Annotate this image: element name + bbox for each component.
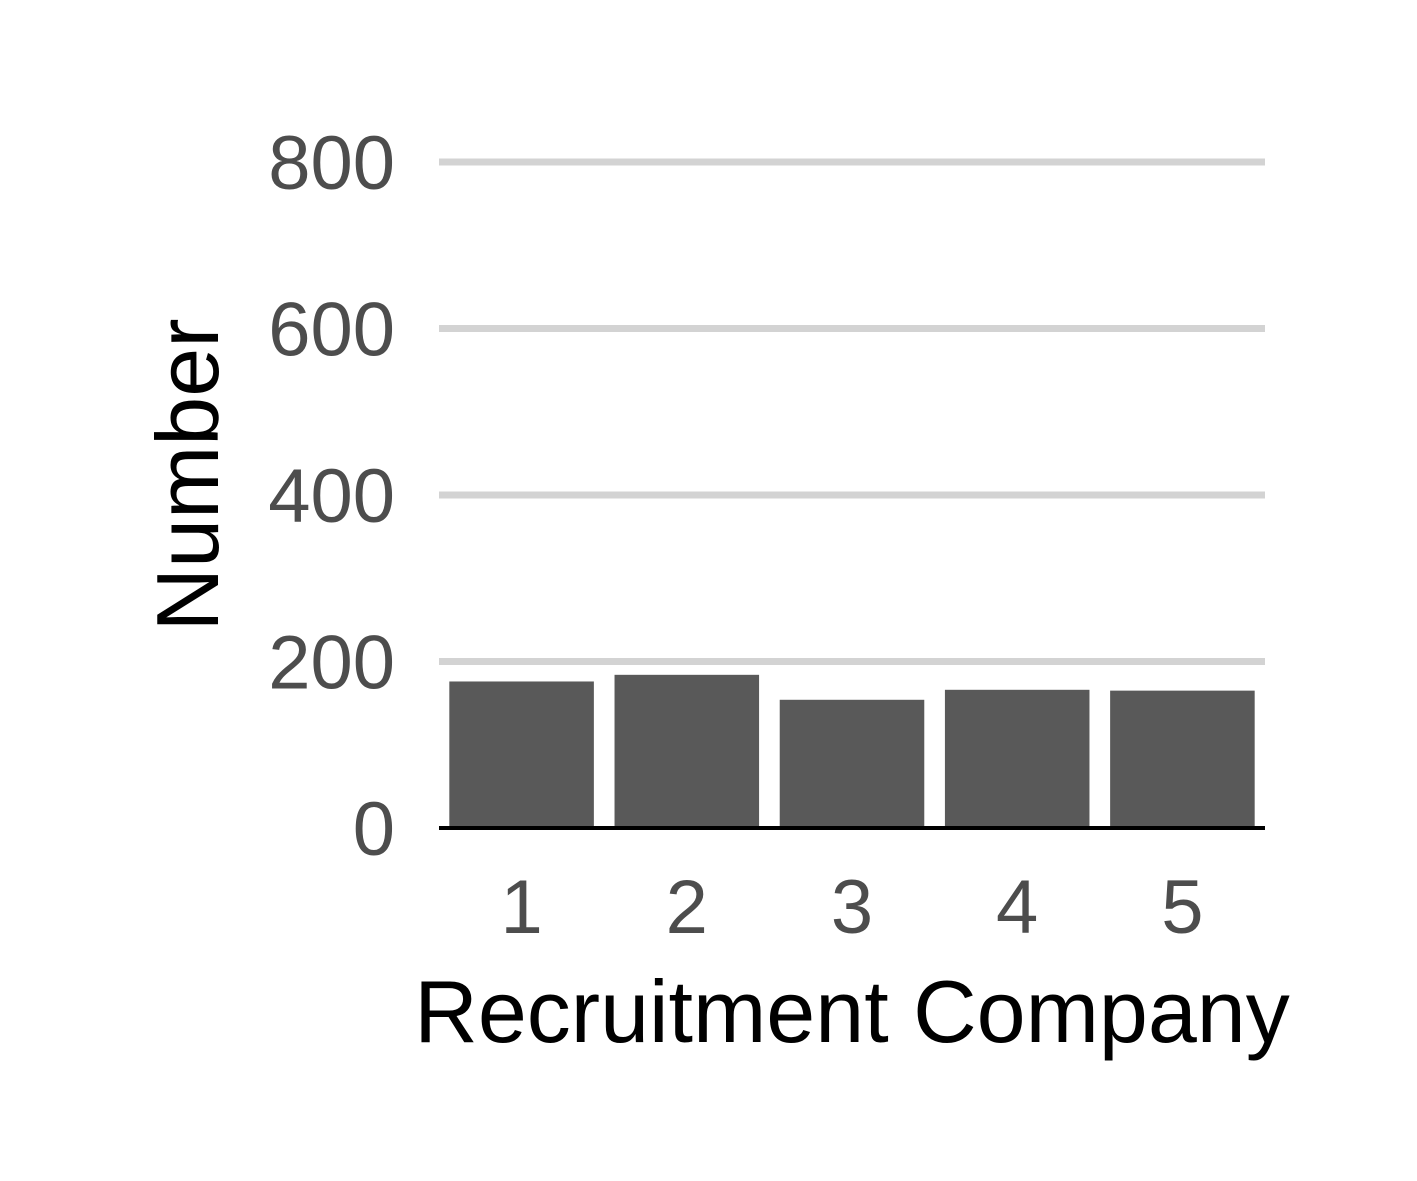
bars <box>449 674 1255 828</box>
y-tick-label: 800 <box>268 121 395 206</box>
x-axis-title: Recruitment Company <box>414 962 1289 1061</box>
y-tick-label: 600 <box>268 288 395 373</box>
x-tick-labels: 1 2 3 4 5 <box>500 865 1203 950</box>
y-tick-label: 200 <box>268 621 395 706</box>
bar-4 <box>944 689 1090 828</box>
y-axis-title: Number <box>138 319 237 632</box>
y-tick-label: 0 <box>353 787 395 872</box>
bar-1 <box>449 681 594 828</box>
y-tick-label: 400 <box>268 454 395 539</box>
y-tick-labels: 0 200 400 600 800 <box>268 121 395 872</box>
x-tick-label: 2 <box>666 865 708 950</box>
bar-3 <box>779 699 925 828</box>
x-tick-label: 5 <box>1161 865 1203 950</box>
x-tick-label: 1 <box>500 865 542 950</box>
gridlines <box>439 158 1265 665</box>
bar-2 <box>614 674 760 828</box>
x-tick-label: 3 <box>831 865 873 950</box>
x-tick-label: 4 <box>996 865 1038 950</box>
bar-5 <box>1110 690 1255 828</box>
